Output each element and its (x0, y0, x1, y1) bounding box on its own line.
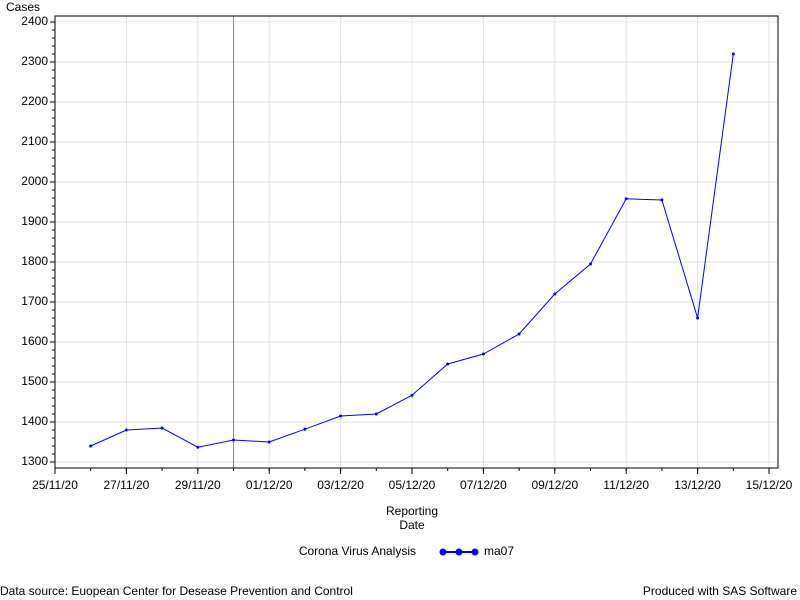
x-tick-label: 27/11/20 (103, 478, 149, 492)
y-axis-label: Cases (6, 0, 40, 14)
y-tick-label: 1400 (21, 414, 48, 428)
x-tick-label: 15/12/20 (746, 478, 793, 492)
y-tick-label: 1500 (21, 374, 48, 388)
y-tick-label: 1300 (21, 454, 48, 468)
y-tick-label: 2100 (21, 134, 48, 148)
data-point (660, 198, 664, 202)
data-point (481, 352, 485, 356)
y-tick-label: 2000 (21, 174, 48, 188)
footnote: Data source: Euopean Center for Desease … (0, 584, 353, 598)
data-point (553, 292, 557, 296)
y-tick-label: 1700 (21, 294, 48, 308)
legend-label: ma07 (484, 544, 514, 558)
legend-marker (439, 548, 447, 556)
y-tick-label: 2300 (21, 54, 48, 68)
x-tick-label: 01/12/20 (246, 478, 293, 492)
y-tick-label: 1800 (21, 254, 48, 268)
x-axis-label: Date (399, 518, 425, 532)
y-tick-label: 1900 (21, 214, 48, 228)
x-tick-label: 03/12/20 (317, 478, 364, 492)
data-point (374, 412, 378, 416)
legend-marker (455, 548, 463, 556)
x-tick-label: 05/12/20 (389, 478, 436, 492)
data-point (731, 52, 735, 56)
plot-frame (54, 15, 779, 469)
data-point (446, 362, 450, 366)
data-point (696, 316, 700, 320)
footnote: Produced with SAS Software (643, 584, 797, 598)
data-point (410, 393, 414, 397)
data-point (267, 440, 271, 444)
x-tick-label: 07/12/20 (460, 478, 507, 492)
x-tick-label: 29/11/20 (175, 478, 221, 492)
y-tick-label: 1600 (21, 334, 48, 348)
data-point (589, 262, 592, 266)
legend-marker (471, 548, 479, 556)
y-tick-label: 2400 (21, 14, 48, 28)
x-tick-label: 25/11/20 (32, 478, 78, 492)
x-axis-label: Reporting (386, 504, 438, 518)
data-point (624, 197, 628, 201)
data-point (124, 428, 128, 432)
legend-title: Corona Virus Analysis (299, 544, 416, 558)
data-point (160, 426, 164, 430)
y-tick-label: 2200 (21, 94, 48, 108)
data-point (517, 332, 521, 336)
x-tick-label: 09/12/20 (531, 478, 578, 492)
data-point (232, 438, 235, 442)
data-point (196, 445, 200, 449)
x-tick-label: 11/12/20 (603, 478, 649, 492)
data-point (339, 414, 343, 418)
x-tick-label: 13/12/20 (674, 478, 721, 492)
data-point (303, 427, 307, 431)
data-point (89, 444, 93, 448)
